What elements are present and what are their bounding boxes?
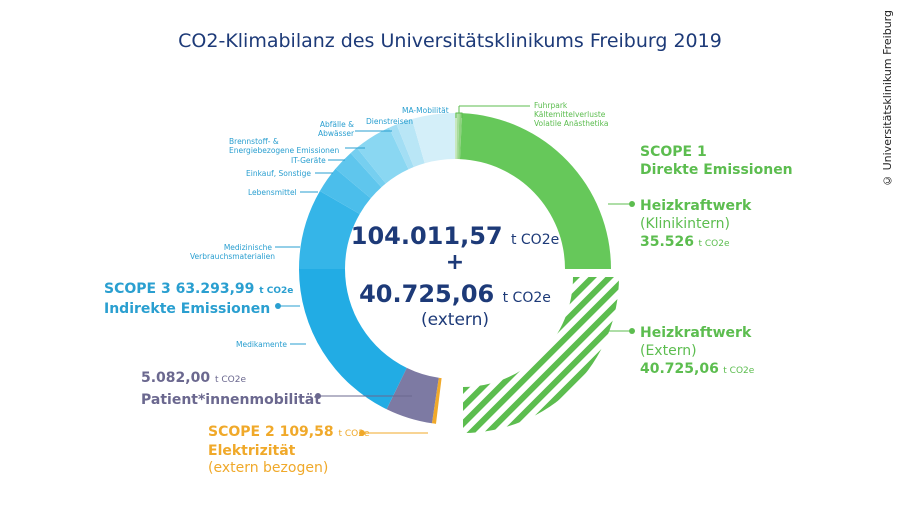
segment-it-ger-te (350, 147, 386, 188)
label-dienstreisen: Dienstreisen (366, 117, 413, 126)
segment-heizkraftwerk-extern- (463, 277, 619, 433)
hkw-ext-sub: (Extern) (640, 343, 697, 359)
label-abfall: Abfälle & (319, 120, 354, 129)
unit: t CO2e (723, 366, 755, 376)
scope2-label: SCOPE 2 109,58 (208, 424, 334, 440)
segment-ma-mobilit-t (412, 113, 455, 164)
unit: t CO2e (259, 286, 294, 296)
extern-value: 40.725,06 (359, 280, 495, 308)
label-medikamente: Medikamente (236, 340, 287, 349)
segment-volatile-an-sthetika (458, 113, 463, 160)
chart-title: CO2-Klimabilanz des Universitätsklinikum… (178, 30, 722, 52)
segment-medikamente (299, 269, 407, 410)
label-verbrauchsmaterialien: Verbrauchsmaterialien (190, 252, 275, 261)
hkw-int-label: Heizkraftwerk (640, 198, 752, 214)
leader-lines (275, 105, 635, 436)
label-fuhrpark: Fuhrpark (534, 101, 568, 110)
hkw-ext-value: 40.725,06 (640, 361, 719, 377)
extern-unit: t CO2e (502, 290, 551, 306)
segment-scope-2-elektrizit-t-extern-bezogen- (431, 377, 442, 424)
unit: t CO2e (698, 239, 730, 249)
label-volatile: Volatile Anästhetika (534, 119, 609, 128)
label-einkauf: Einkauf, Sonstige (246, 169, 311, 178)
plus-sign: + (445, 250, 465, 275)
scope1-sub: Direkte Emissionen (640, 162, 793, 178)
segment-lebensmittel (319, 168, 371, 214)
scope3-label: SCOPE 3 63.293,99 (104, 281, 255, 297)
label-ma-mobilitaet: MA-Mobilität (402, 106, 449, 115)
segment-fuhrpark (455, 113, 458, 160)
hkw-int-sub: (Klinikintern) (640, 216, 731, 232)
unit: t CO2e (214, 375, 246, 385)
scope3-sub: Indirekte Emissionen (104, 301, 271, 317)
segment-abf-lle-abw-sser (389, 124, 414, 170)
segment-einkauf-sonstige (335, 153, 382, 199)
hkw-ext-label: Heizkraftwerk (640, 325, 752, 341)
patient-label: Patient*innenmobilität (141, 392, 321, 408)
segment-patient-innenmobilit-t (386, 367, 439, 424)
segment-brennstoff-energiebezogene-emissionen (356, 127, 409, 184)
scope2-sub: Elektrizität (208, 443, 296, 459)
unit: t CO2e (338, 429, 370, 439)
label-energie: Energiebezogene Emissionen (229, 146, 340, 155)
extern-label: (extern) (420, 310, 490, 330)
label-medizinische: Medizinische (223, 243, 272, 252)
scope1-label: SCOPE 1 (640, 144, 707, 160)
label-brennstoff: Brennstoff- & (229, 137, 279, 146)
label-it: IT-Geräte (291, 156, 326, 165)
total-unit: t CO2e (510, 232, 560, 248)
segment-medizinische-verbrauchsmaterialien (299, 191, 360, 269)
label-lebensmittel: Lebensmittel (248, 188, 297, 197)
total-value: 104.011,57 (350, 222, 503, 250)
scope2-sub2: (extern bezogen) (208, 460, 329, 476)
patient-value: 5.082,00 (141, 370, 211, 386)
segment-heizkraftwerk-klinikintern- (459, 113, 611, 270)
hkw-int-value: 35.526 (640, 234, 695, 250)
segment-dienstreisen (396, 119, 425, 168)
label-abwasser: Abwässer (318, 129, 355, 138)
label-kaelte: Kältemittelverluste (534, 110, 606, 119)
segment-k-ltemittelverluste (456, 113, 460, 160)
